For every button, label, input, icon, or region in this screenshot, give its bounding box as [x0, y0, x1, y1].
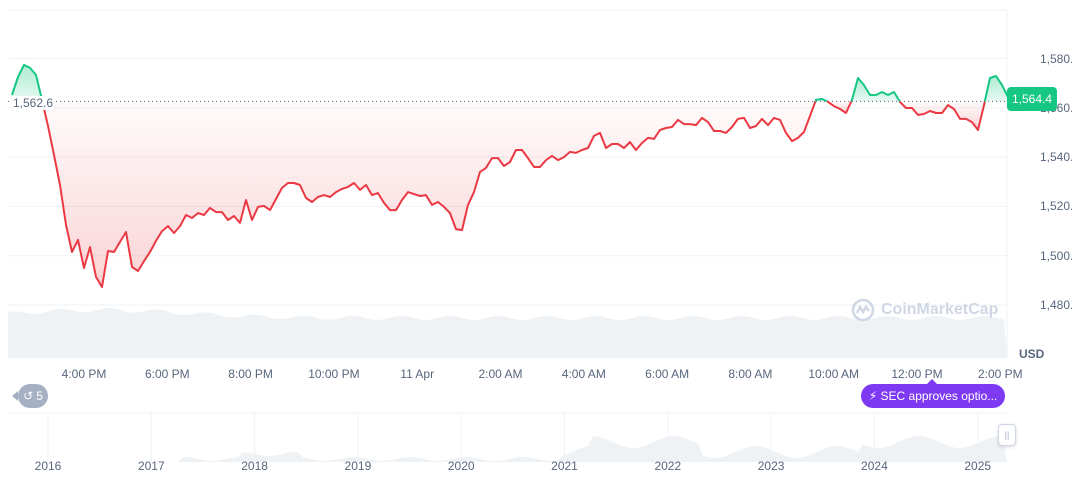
y-tick-label: 1,580.0: [1040, 51, 1072, 66]
coinmarketcap-logo-icon: [851, 298, 875, 322]
x-tick-label: 11 Apr: [400, 367, 434, 381]
y-tick-label: 1,520.0: [1040, 199, 1072, 214]
area-above-reference: [851, 78, 900, 102]
x-tick-label: 8:00 AM: [728, 367, 772, 381]
y-tick-label: 1,540.0: [1040, 150, 1072, 165]
volume-bars: [8, 308, 1007, 358]
price-line-down: [41, 101, 817, 288]
navigator-handle[interactable]: ||: [998, 424, 1016, 446]
x-tick-label: 10:00 AM: [808, 367, 859, 381]
area-below-reference: [899, 101, 985, 130]
history-badge[interactable]: ↺ 5: [12, 384, 48, 408]
navigator-year-label: 2021: [551, 459, 578, 473]
x-tick-label: 8:00 PM: [228, 367, 273, 381]
x-tick-label: 2:00 PM: [978, 367, 1023, 381]
history-icon: ↺: [23, 389, 34, 403]
navigator-year-label: 2024: [861, 459, 888, 473]
navigator-area: [8, 436, 1007, 462]
price-line-down: [826, 100, 853, 114]
y-tick-label: 1,480.0: [1040, 298, 1072, 312]
news-badge[interactable]: ⚡︎ SEC approves optio...: [861, 379, 1005, 408]
x-tick-label: 6:00 AM: [645, 367, 689, 381]
news-text: SEC approves optio...: [880, 389, 998, 403]
x-tick-label: 4:00 PM: [62, 367, 107, 381]
currency-label: USD: [1019, 347, 1045, 361]
area-above-reference: [984, 76, 1008, 102]
navigator-year-label: 2025: [964, 459, 991, 473]
navigator-year-label: 2019: [345, 459, 372, 473]
x-tick-label: 10:00 PM: [308, 367, 359, 381]
lightning-icon: ⚡︎: [868, 389, 881, 403]
price-line-down: [898, 100, 986, 131]
area-below-reference: [42, 101, 816, 288]
reference-price-label: 1,562.6: [12, 96, 55, 110]
navigator-year-label: 2016: [35, 459, 62, 473]
watermark-text: CoinMarketCap: [881, 301, 999, 318]
price-line-up: [850, 77, 901, 102]
navigator-year-label: 2017: [138, 459, 165, 473]
navigator-year-label: 2023: [758, 459, 785, 473]
price-line-up: [983, 75, 1009, 102]
watermark-logo: CoinMarketCap: [851, 298, 998, 322]
x-tick-label: 4:00 AM: [562, 367, 606, 381]
y-tick-label: 1,500.0: [1040, 248, 1072, 263]
navigator-year-label: 2022: [654, 459, 681, 473]
x-tick-label: 6:00 PM: [145, 367, 190, 381]
x-tick-label: 2:00 AM: [478, 367, 522, 381]
x-tick-label: 12:00 PM: [891, 367, 942, 381]
history-count: 5: [36, 389, 43, 403]
current-price-badge: 1,564.4: [1007, 87, 1057, 111]
navigator-year-label: 2018: [241, 459, 268, 473]
navigator-year-label: 2020: [448, 459, 475, 473]
price-line-up: [814, 97, 828, 103]
